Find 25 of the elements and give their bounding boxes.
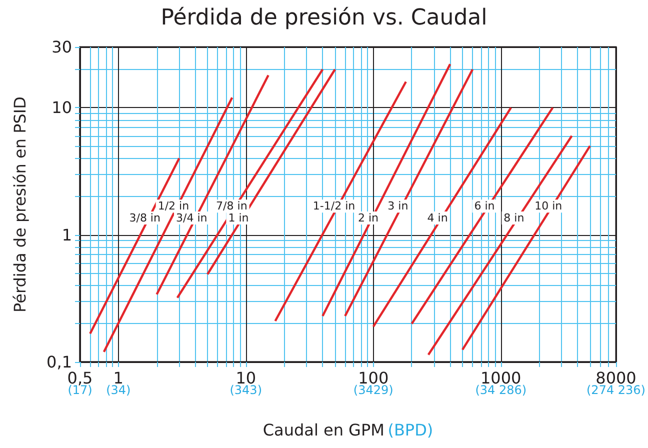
text: (343) <box>230 383 262 397</box>
series-label: 2 in <box>358 212 378 225</box>
series-label: 3/4 in <box>176 212 208 225</box>
text: (274 236) <box>586 383 646 397</box>
text: (17) <box>68 383 92 397</box>
y-tick-label: 10 <box>52 98 72 118</box>
series-label: 3/8 in <box>129 212 160 225</box>
series-label: 10 in <box>534 200 562 213</box>
text: (3429) <box>353 383 394 397</box>
y-tick-label: 0,1 <box>46 352 72 372</box>
y-axis-title: Pérdida de presión en PSID <box>10 96 30 312</box>
series-label: 1 in <box>228 212 249 225</box>
chart-title: Pérdida de presión vs. Caudal <box>160 6 488 30</box>
text: (34) <box>106 383 131 397</box>
series-label: 4 in <box>427 212 448 225</box>
series-label: 8 in <box>504 212 524 225</box>
y-tick-label: 30 <box>52 38 72 56</box>
series-label: 6 in <box>474 200 495 213</box>
series-label: 3 in <box>388 200 408 213</box>
text: (34 286) <box>475 383 527 397</box>
series-label: 1/2 in <box>158 200 190 213</box>
series-label: 7/8 in <box>216 200 248 213</box>
series-label: 1-1/2 in <box>312 200 356 213</box>
x-axis-title: Caudal en GPM (BPD) <box>262 420 434 440</box>
y-tick-label: 1 <box>62 225 72 244</box>
